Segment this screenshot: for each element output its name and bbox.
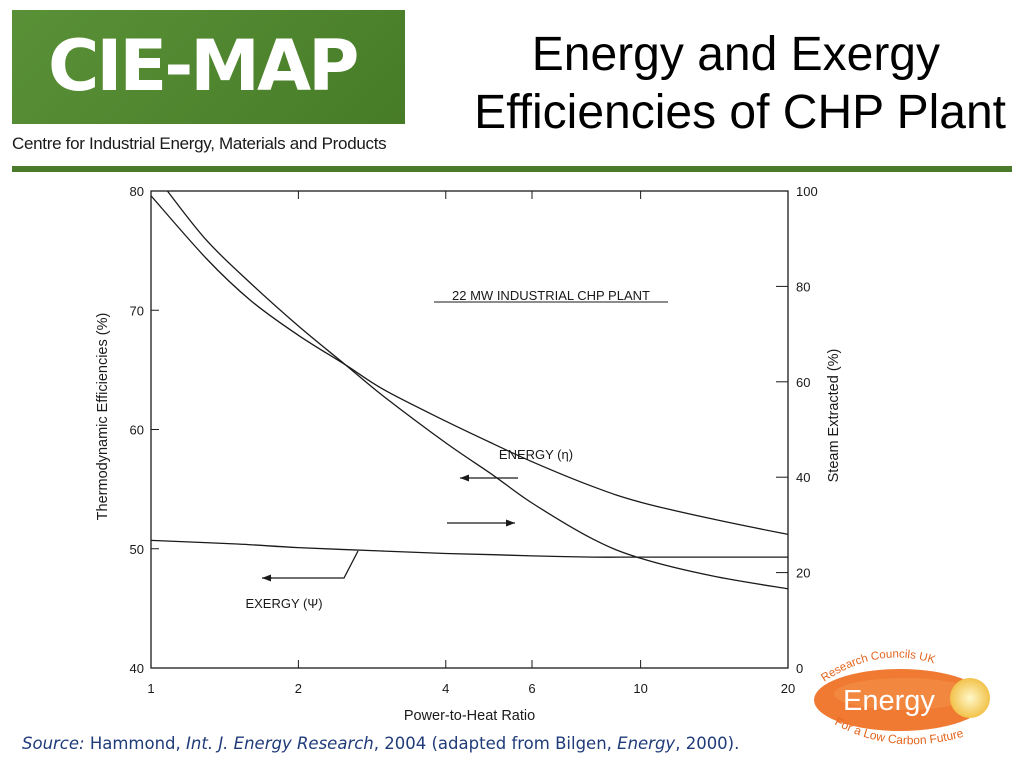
chart-marks: 1 2 4 6 10 204050607080020406080100Power-to-H…: [95, 184, 842, 724]
exergy-efficiency-curve: [151, 539, 788, 558]
logo-text: CIE-MAP: [48, 25, 359, 107]
source-author: Hammond,: [84, 734, 187, 753]
source-journal-2: Energy: [617, 734, 676, 753]
steam-arrow-head: [506, 519, 515, 527]
rc-ellipse: [814, 669, 986, 731]
energy-arrow-head: [460, 474, 469, 482]
source-journal: Int. J. Energy Research: [186, 734, 374, 753]
sun-icon: [950, 678, 990, 718]
x-tick-label: 2: [295, 681, 302, 696]
y-right-tick-label: 40: [796, 470, 810, 485]
title-line-1: Energy and Exergy: [531, 28, 940, 81]
exergy-leader: [264, 550, 359, 579]
research-councils-energy-logo: Research Councils UK Energy For a Low Ca…: [814, 648, 990, 747]
exergy-arrow-head: [262, 574, 271, 582]
energy-efficiency-curve: [151, 195, 788, 536]
y-right-tick-label: 20: [796, 566, 810, 581]
plant-annotation: 22 MW INDUSTRIAL CHP PLANT: [452, 288, 650, 303]
energy-label: ENERGY (η): [499, 447, 573, 462]
x-tick-label: 20: [781, 681, 795, 696]
y-left-tick-label: 70: [130, 303, 144, 318]
y-right-tick-label: 100: [796, 184, 818, 199]
header-divider: [12, 166, 1012, 172]
title-line-2: Efficiencies of CHP Plant: [474, 86, 1006, 139]
y-left-tick-label: 40: [130, 661, 144, 676]
y-right-axis-label: Steam Extracted (%): [826, 349, 842, 483]
source-details: , 2004 (adapted from Bilgen,: [373, 734, 618, 753]
slide-title: Energy and Exergy Efficiencies of CHP Pl…: [406, 26, 1006, 142]
y-left-tick-label: 60: [130, 423, 144, 438]
x-tick-label: 1: [147, 681, 154, 696]
cie-map-logo: CIE-MAP: [12, 10, 405, 124]
y-left-tick-label: 50: [130, 542, 144, 557]
y-left-tick-label: 80: [130, 184, 144, 199]
x-tick-label: 6: [528, 681, 535, 696]
y-right-tick-label: 80: [796, 279, 810, 294]
steam-extracted-curve: [166, 190, 788, 590]
rc-center-text: Energy: [843, 685, 935, 717]
y-left-axis-label: Thermodynamic Efficiencies (%): [95, 313, 111, 521]
exergy-label: EXERGY (Ψ): [245, 596, 322, 611]
logo-subtitle: Centre for Industrial Energy, Materials …: [12, 134, 387, 153]
x-axis-label: Power-to-Heat Ratio: [404, 708, 535, 724]
source-label: Source:: [22, 734, 85, 753]
source-year-end: , 2000).: [675, 734, 740, 753]
x-tick-label: 10: [633, 681, 647, 696]
x-tick-label: 4: [442, 681, 449, 696]
y-right-tick-label: 0: [796, 661, 803, 676]
chart-overlays: [262, 474, 518, 582]
y-right-tick-label: 60: [796, 375, 810, 390]
source-citation: Source: Hammond, Int. J. Energy Research…: [22, 734, 739, 753]
